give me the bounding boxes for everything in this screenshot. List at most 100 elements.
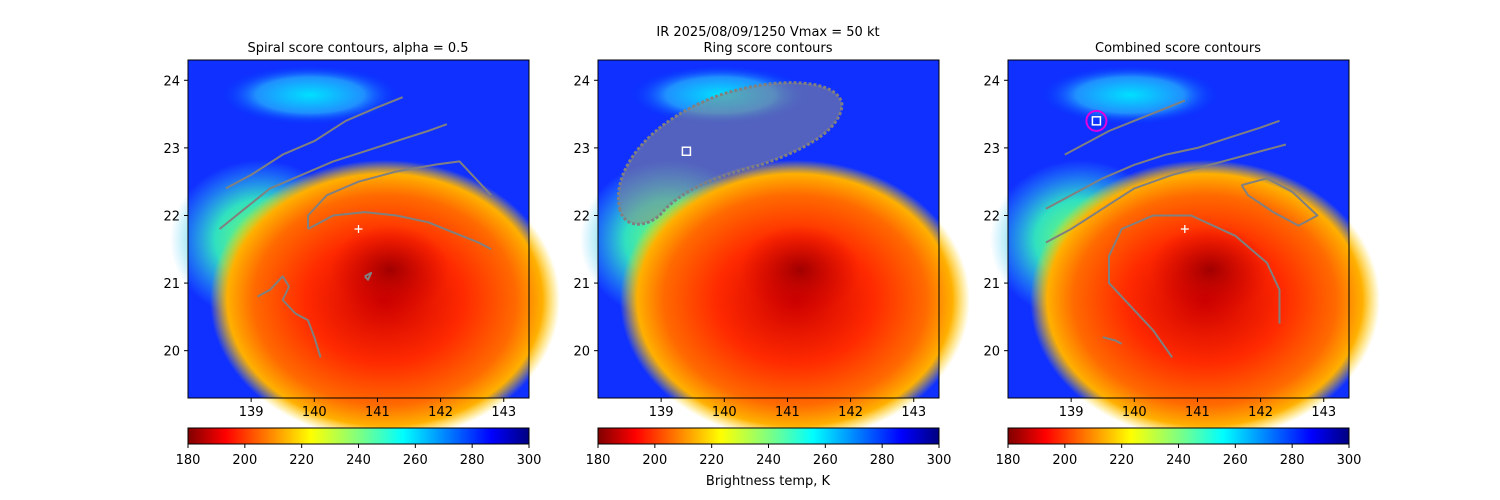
score-contour <box>307 211 492 251</box>
score-contour <box>1045 119 1280 210</box>
x-tick-label: 143 <box>901 405 926 420</box>
colorbar-tick-label: 200 <box>642 453 667 468</box>
x-tick-label: 139 <box>239 405 264 420</box>
score-contour <box>1102 336 1123 345</box>
y-tick-label: 20 <box>573 345 590 360</box>
plot-frame <box>187 59 530 399</box>
colorbar-right: 180 200 220 240 260 280 300 <box>996 427 1362 468</box>
y-tick-label: 22 <box>163 209 180 224</box>
contour-layer <box>1045 99 1319 358</box>
score-contour <box>1108 214 1281 358</box>
x-tick-label: 141 <box>775 405 800 420</box>
x-tick-label: 140 <box>302 405 327 420</box>
y-tick-label: 23 <box>573 142 590 157</box>
square-marker <box>681 146 692 157</box>
colorbar-tick-label: 260 <box>1223 453 1248 468</box>
score-contour <box>257 275 322 358</box>
colorbar-tick-label: 260 <box>403 453 428 468</box>
circle-marker <box>1085 109 1108 132</box>
colorbar-tick-label: 260 <box>813 453 838 468</box>
ring-contour-cluster <box>617 81 844 226</box>
marker-layer <box>1085 109 1189 233</box>
y-tick-label: 21 <box>983 277 1000 292</box>
ir-image <box>170 60 560 440</box>
contour-layer <box>218 96 492 358</box>
y-axis: 20 21 22 23 24 <box>573 74 598 360</box>
score-contour <box>218 123 448 230</box>
colorbar-tick-label: 300 <box>1337 453 1362 468</box>
colorbar-tick-label: 200 <box>1052 453 1077 468</box>
square-marker <box>1091 116 1102 126</box>
colorbar-tick-label: 300 <box>517 453 542 468</box>
score-contour <box>364 271 373 281</box>
panel-combined: Combined score contours 139 140 141 142 143 … <box>983 41 1380 440</box>
colorbar-tick-label: 200 <box>232 453 257 468</box>
colorbar-tick-label: 180 <box>176 453 201 468</box>
x-tick-label: 143 <box>1311 405 1336 420</box>
panel-ring: Ring score contours 139 140 141 142 143 20 21… <box>573 41 970 440</box>
score-contour <box>225 96 404 190</box>
figure-suptitle: IR 2025/08/09/1250 Vmax = 50 kt <box>656 25 879 40</box>
colorbar-tick-label: 180 <box>586 453 611 468</box>
colorbar-tick-label: 280 <box>1280 453 1305 468</box>
x-axis: 139 140 141 142 143 <box>649 398 926 420</box>
y-tick-label: 23 <box>163 142 180 157</box>
colorbar-ticks: 180 200 220 240 260 280 300 <box>586 444 952 468</box>
y-tick-label: 24 <box>573 74 590 89</box>
y-axis: 20 21 22 23 24 <box>983 74 1008 360</box>
y-tick-label: 22 <box>573 209 590 224</box>
colorbar-tick-label: 240 <box>756 453 781 468</box>
marker-layer <box>354 225 363 233</box>
y-tick-label: 24 <box>163 74 180 89</box>
y-tick-label: 21 <box>573 277 590 292</box>
x-tick-label: 140 <box>712 405 737 420</box>
colorbar-label: Brightness temp, K <box>706 474 831 489</box>
y-tick-label: 20 <box>983 345 1000 360</box>
x-tick-label: 141 <box>365 405 390 420</box>
center-plus-marker <box>1180 225 1189 233</box>
score-contour <box>1045 143 1287 244</box>
marker-layer <box>681 146 692 157</box>
colorbar-tick-label: 240 <box>1166 453 1191 468</box>
center-plus-marker <box>354 225 363 233</box>
score-contour <box>1240 177 1319 227</box>
x-tick-label: 142 <box>838 405 863 420</box>
score-contour <box>307 160 492 229</box>
plot-frame <box>1007 59 1350 399</box>
panel-spiral: Spiral score contours, alpha = 0.5 139 14… <box>163 41 560 440</box>
colorbar-middle: 180 200 220 240 260 280 300 <box>586 427 952 468</box>
y-tick-label: 24 <box>983 74 1000 89</box>
colorbar-tick-label: 280 <box>870 453 895 468</box>
plot-frame <box>597 59 940 399</box>
x-tick-label: 139 <box>649 405 674 420</box>
x-tick-label: 140 <box>1122 405 1147 420</box>
y-tick-label: 22 <box>983 209 1000 224</box>
x-tick-label: 139 <box>1059 405 1084 420</box>
ir-image <box>990 60 1380 440</box>
x-tick-label: 141 <box>1185 405 1210 420</box>
x-tick-label: 142 <box>428 405 453 420</box>
panel-title: Ring score contours <box>703 41 832 56</box>
colorbar-tick-label: 280 <box>460 453 485 468</box>
y-tick-label: 21 <box>163 277 180 292</box>
y-tick-label: 20 <box>163 345 180 360</box>
colorbar-left: 180 200 220 240 260 280 300 <box>176 427 542 468</box>
y-axis: 20 21 22 23 24 <box>163 74 188 360</box>
x-tick-label: 142 <box>1248 405 1273 420</box>
colorbar-tick-label: 220 <box>289 453 314 468</box>
colorbar-tick-label: 220 <box>699 453 724 468</box>
score-contour <box>1064 99 1186 156</box>
colorbar-tick-label: 300 <box>927 453 952 468</box>
colorbar-ticks: 180 200 220 240 260 280 300 <box>176 444 542 468</box>
colorbar-ticks: 180 200 220 240 260 280 300 <box>996 444 1362 468</box>
x-axis: 139 140 141 142 143 <box>1059 398 1336 420</box>
x-tick-label: 143 <box>491 405 516 420</box>
colorbar-tick-label: 180 <box>996 453 1021 468</box>
colorbar-tick-label: 220 <box>1109 453 1134 468</box>
panel-title: Combined score contours <box>1095 41 1261 56</box>
panel-title: Spiral score contours, alpha = 0.5 <box>247 41 468 56</box>
x-axis: 139 140 141 142 143 <box>239 398 516 420</box>
y-tick-label: 23 <box>983 142 1000 157</box>
colorbar-tick-label: 240 <box>346 453 371 468</box>
